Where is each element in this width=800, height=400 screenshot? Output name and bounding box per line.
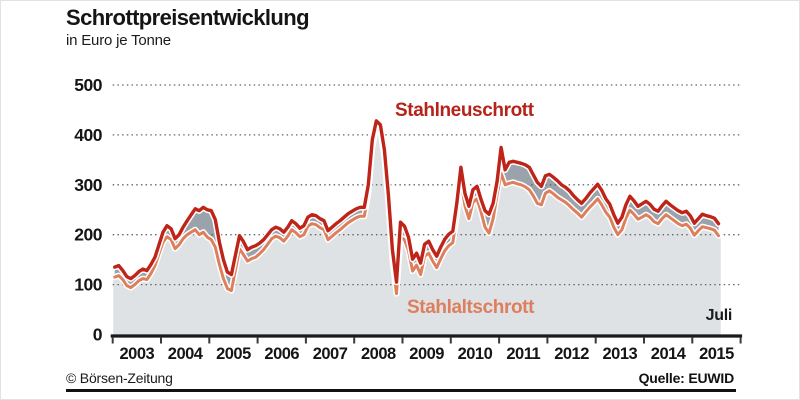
x-tick-label-2013: 2013 xyxy=(602,345,637,363)
page-title: Schrottpreisentwicklung xyxy=(66,5,310,30)
y-tick-label-100: 100 xyxy=(74,275,102,295)
x-tick-label-2007: 2007 xyxy=(313,345,348,363)
x-tick-label-2005: 2005 xyxy=(216,345,251,363)
footer-divider xyxy=(66,389,736,392)
latest-period-label: Juli xyxy=(705,307,733,324)
x-tick-label-2009: 2009 xyxy=(409,345,444,363)
page-subtitle: in Euro je Tonne xyxy=(66,32,171,49)
line-stahlaltschrott xyxy=(113,125,720,296)
x-tick-label-2014: 2014 xyxy=(651,345,687,363)
y-tick-label-0: 0 xyxy=(93,325,103,345)
line-stahlneuschrott xyxy=(112,119,721,284)
series-label-stahlneuschrott: Stahlneuschrott xyxy=(395,100,534,121)
area-under-stahlaltschrott xyxy=(113,127,721,335)
source-credit: Quelle: EUWID xyxy=(638,370,735,386)
y-tick-label-300: 300 xyxy=(74,175,102,195)
x-tick-label-2003: 2003 xyxy=(119,345,154,363)
y-tick-label-400: 400 xyxy=(74,125,102,145)
copyright-credit: © Börsen-Zeitung xyxy=(66,370,173,386)
x-tick-label-2011: 2011 xyxy=(506,345,540,363)
y-tick-label-500: 500 xyxy=(74,75,102,95)
x-tick-label-2004: 2004 xyxy=(168,345,204,363)
x-tick-label-2008: 2008 xyxy=(361,345,396,363)
x-tick-label-2012: 2012 xyxy=(554,345,589,363)
x-tick-label-2006: 2006 xyxy=(264,345,299,363)
x-tick-label-2015: 2015 xyxy=(699,345,734,363)
y-tick-label-200: 200 xyxy=(74,225,102,245)
series-label-stahlaltschrott: Stahlaltschrott xyxy=(407,297,535,318)
x-tick-label-2010: 2010 xyxy=(458,345,493,363)
